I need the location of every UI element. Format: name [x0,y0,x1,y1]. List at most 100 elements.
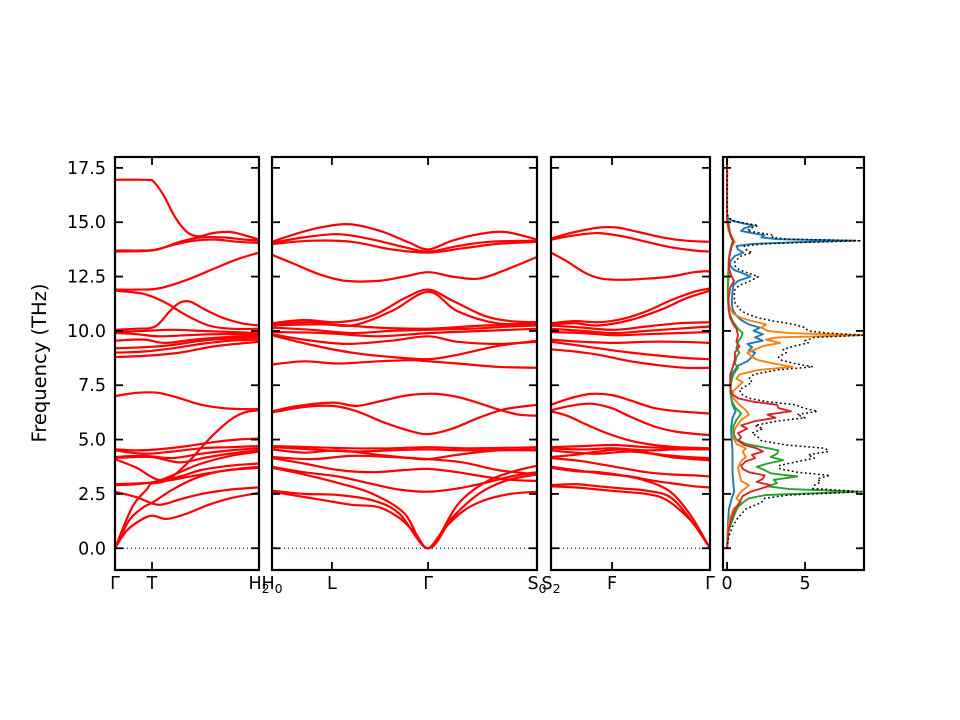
x-tick-label: Γ [110,574,120,594]
phonon-band [115,486,259,506]
phonon-band [272,253,537,283]
y-tick-label: 7.5 [78,376,106,396]
phonon-band [272,465,537,493]
phonon-band [551,456,710,478]
phonon-band [272,223,537,251]
phonon-band [272,334,537,361]
phonon-band [115,391,259,411]
phonon-band [272,324,537,335]
phonon-band [115,338,259,354]
axes-frame [549,155,712,572]
segment-h0-l-gamma-s0: H0 L Γ S0 [261,155,547,596]
x-tick-label: 5 [799,574,810,594]
x-tick-label: Γ [423,574,433,594]
phonon-band [115,251,259,291]
phonon-band [115,491,259,550]
phonon-band [115,437,259,452]
phonon-band [551,251,710,281]
phonon-band [551,392,710,415]
phonon-band [551,449,710,460]
x-tick-label: F [607,574,617,594]
phonon-band [551,225,710,243]
y-tick-label: 15.0 [67,213,106,233]
phonon-band [272,233,537,253]
y-tick-label: 12.5 [67,268,106,288]
phonon-band [272,323,537,330]
x-tick-label: 0 [721,574,732,594]
phonon-band [551,410,710,450]
phonon-band [551,485,710,550]
phonon-band [115,334,259,344]
phonon-band [272,288,537,325]
phonon-band [115,445,259,455]
phonon-band [272,327,537,338]
phonon-band [272,454,537,476]
phonon-band [551,348,710,370]
phonon-band [551,482,710,550]
phonon-band [551,448,710,462]
phonon-band [115,331,259,338]
phonon-band [115,336,259,350]
y-tick-label: 5.0 [78,431,106,451]
x-tick-label: T [146,574,158,594]
phonon-band [115,466,259,550]
phonon-band [115,299,259,331]
phonon-band [551,231,710,253]
x-tick-label: H2 [248,574,269,596]
phonon-band [272,239,537,254]
phonon-band [272,290,537,327]
dos-curve-pdos-3 [726,157,861,549]
phonon-band [272,403,537,436]
phonon-band [551,402,710,437]
x-tick-label: Γ [705,574,715,594]
phonon-band [115,465,259,550]
phonon-band [115,178,259,241]
phonon-band [551,340,710,361]
segment-gamma-t-h2: Γ T H2 [110,155,270,596]
phonon-band [551,321,710,331]
y-tick-label: 10.0 [67,322,106,342]
phonon-band [551,325,710,335]
phonon-band [551,289,710,327]
phonon-band [115,235,259,252]
phonon-band [115,449,259,464]
y-axis-tick-labels: 0.0 2.5 5.0 7.5 10.0 12.5 15.0 17.5 [67,159,106,559]
phonon-band [115,238,259,253]
phonon-band [115,328,259,335]
phonon-band [272,446,537,453]
phonon-band [272,464,537,550]
phonon-band [115,340,259,359]
y-tick-label: 17.5 [67,159,106,179]
phonon-band [115,458,259,482]
phonon-band [272,473,537,550]
y-tick-label: 2.5 [78,485,106,505]
phonon-band [115,450,259,487]
phonon-band [272,445,537,450]
y-tick-label: 0.0 [78,539,106,559]
phonon-band [272,333,537,346]
dos-curve-total-dos [726,157,864,549]
segment-s2-f-gamma: S2 F Γ [541,155,715,596]
dos-curve-pdos-1 [726,157,856,549]
x-tick-label: H0 [261,574,282,596]
phonon-band [272,456,537,482]
axes-frame [721,155,866,572]
phonon-band [551,466,710,550]
phonon-band [272,359,537,369]
axes-frame [270,155,539,572]
phonon-band [551,338,710,344]
dos-curve-pdos-4 [726,157,792,549]
x-tick-label: S0 [527,574,546,596]
x-tick-label: S2 [541,574,560,596]
phonon-band [551,330,710,337]
y-axis-title: Frequency (THz) [28,284,51,443]
phonon-band [272,392,537,417]
axes-frame [113,155,261,572]
phonon-band [115,289,259,331]
x-tick-label: L [327,574,337,594]
phonon-band [551,287,710,325]
